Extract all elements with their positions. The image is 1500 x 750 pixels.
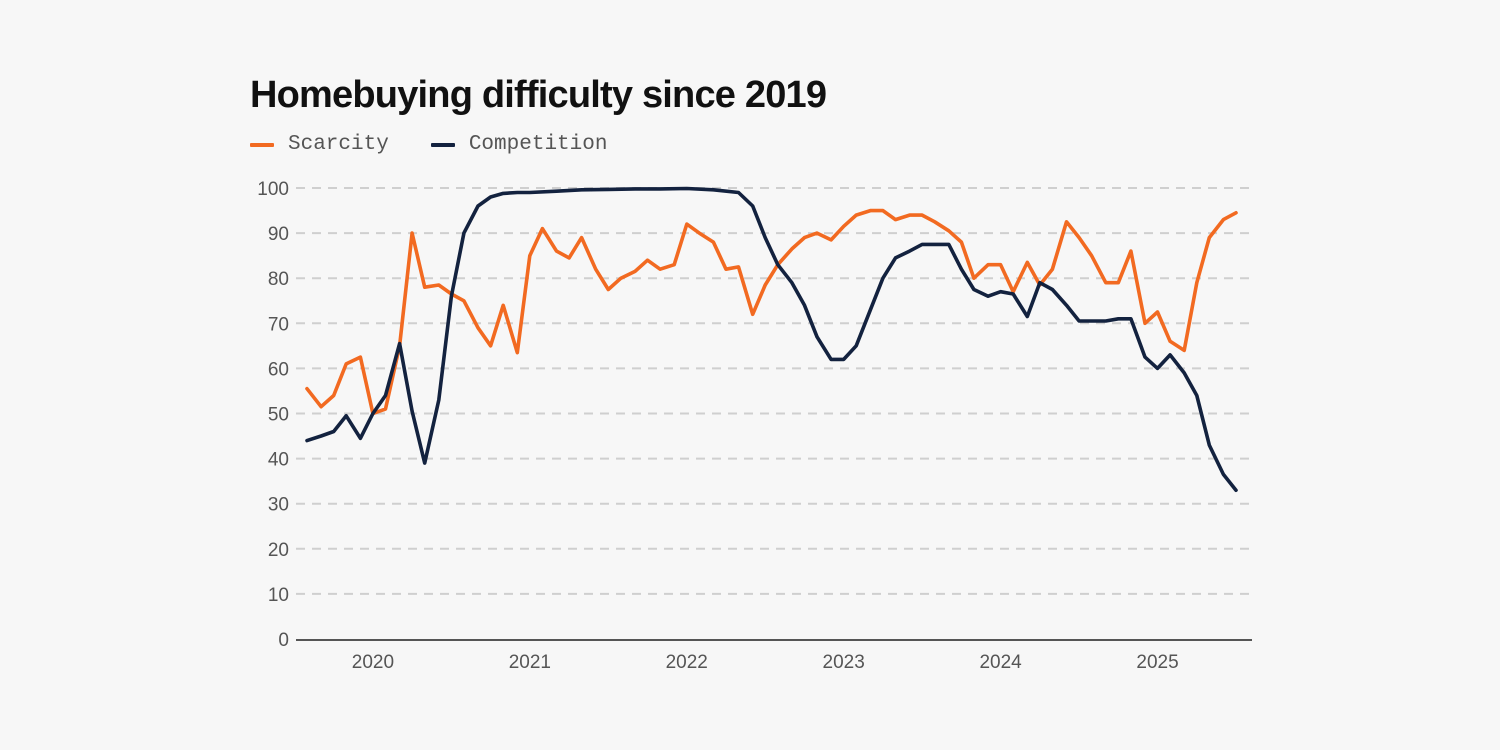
y-tick-label: 100 xyxy=(257,179,289,200)
y-tick-label: 80 xyxy=(268,269,289,290)
legend-label-scarcity: Scarcity xyxy=(288,133,389,156)
y-tick-label: 90 xyxy=(268,224,289,245)
y-tick-label: 50 xyxy=(268,405,289,426)
series-line-competition xyxy=(305,186,1238,492)
legend-item-scarcity: Scarcity xyxy=(250,133,389,156)
y-tick-label: 40 xyxy=(268,450,289,471)
x-tick-label: 2023 xyxy=(823,652,865,673)
x-tick-label: 2022 xyxy=(666,652,708,673)
y-tick-label: 10 xyxy=(268,585,289,606)
legend: Scarcity Competition xyxy=(250,133,649,156)
y-tick-label: 0 xyxy=(278,630,289,651)
series-line-scarcity xyxy=(305,208,1238,416)
legend-label-competition: Competition xyxy=(468,133,608,156)
y-tick-label: 30 xyxy=(268,495,289,516)
legend-swatch-scarcity xyxy=(250,142,274,147)
x-tick-label: 2024 xyxy=(979,652,1022,673)
y-tick-label: 60 xyxy=(268,359,289,380)
legend-item-competition: Competition xyxy=(430,133,608,156)
legend-swatch-competition xyxy=(430,142,455,147)
chart-title: Homebuying difficulty since 2019 xyxy=(250,74,827,116)
y-tick-label: 70 xyxy=(268,314,289,335)
x-tick-label: 2020 xyxy=(352,652,394,673)
y-tick-label: 20 xyxy=(268,540,289,561)
x-tick-label: 2025 xyxy=(1136,652,1178,673)
x-tick-label: 2021 xyxy=(509,652,551,673)
